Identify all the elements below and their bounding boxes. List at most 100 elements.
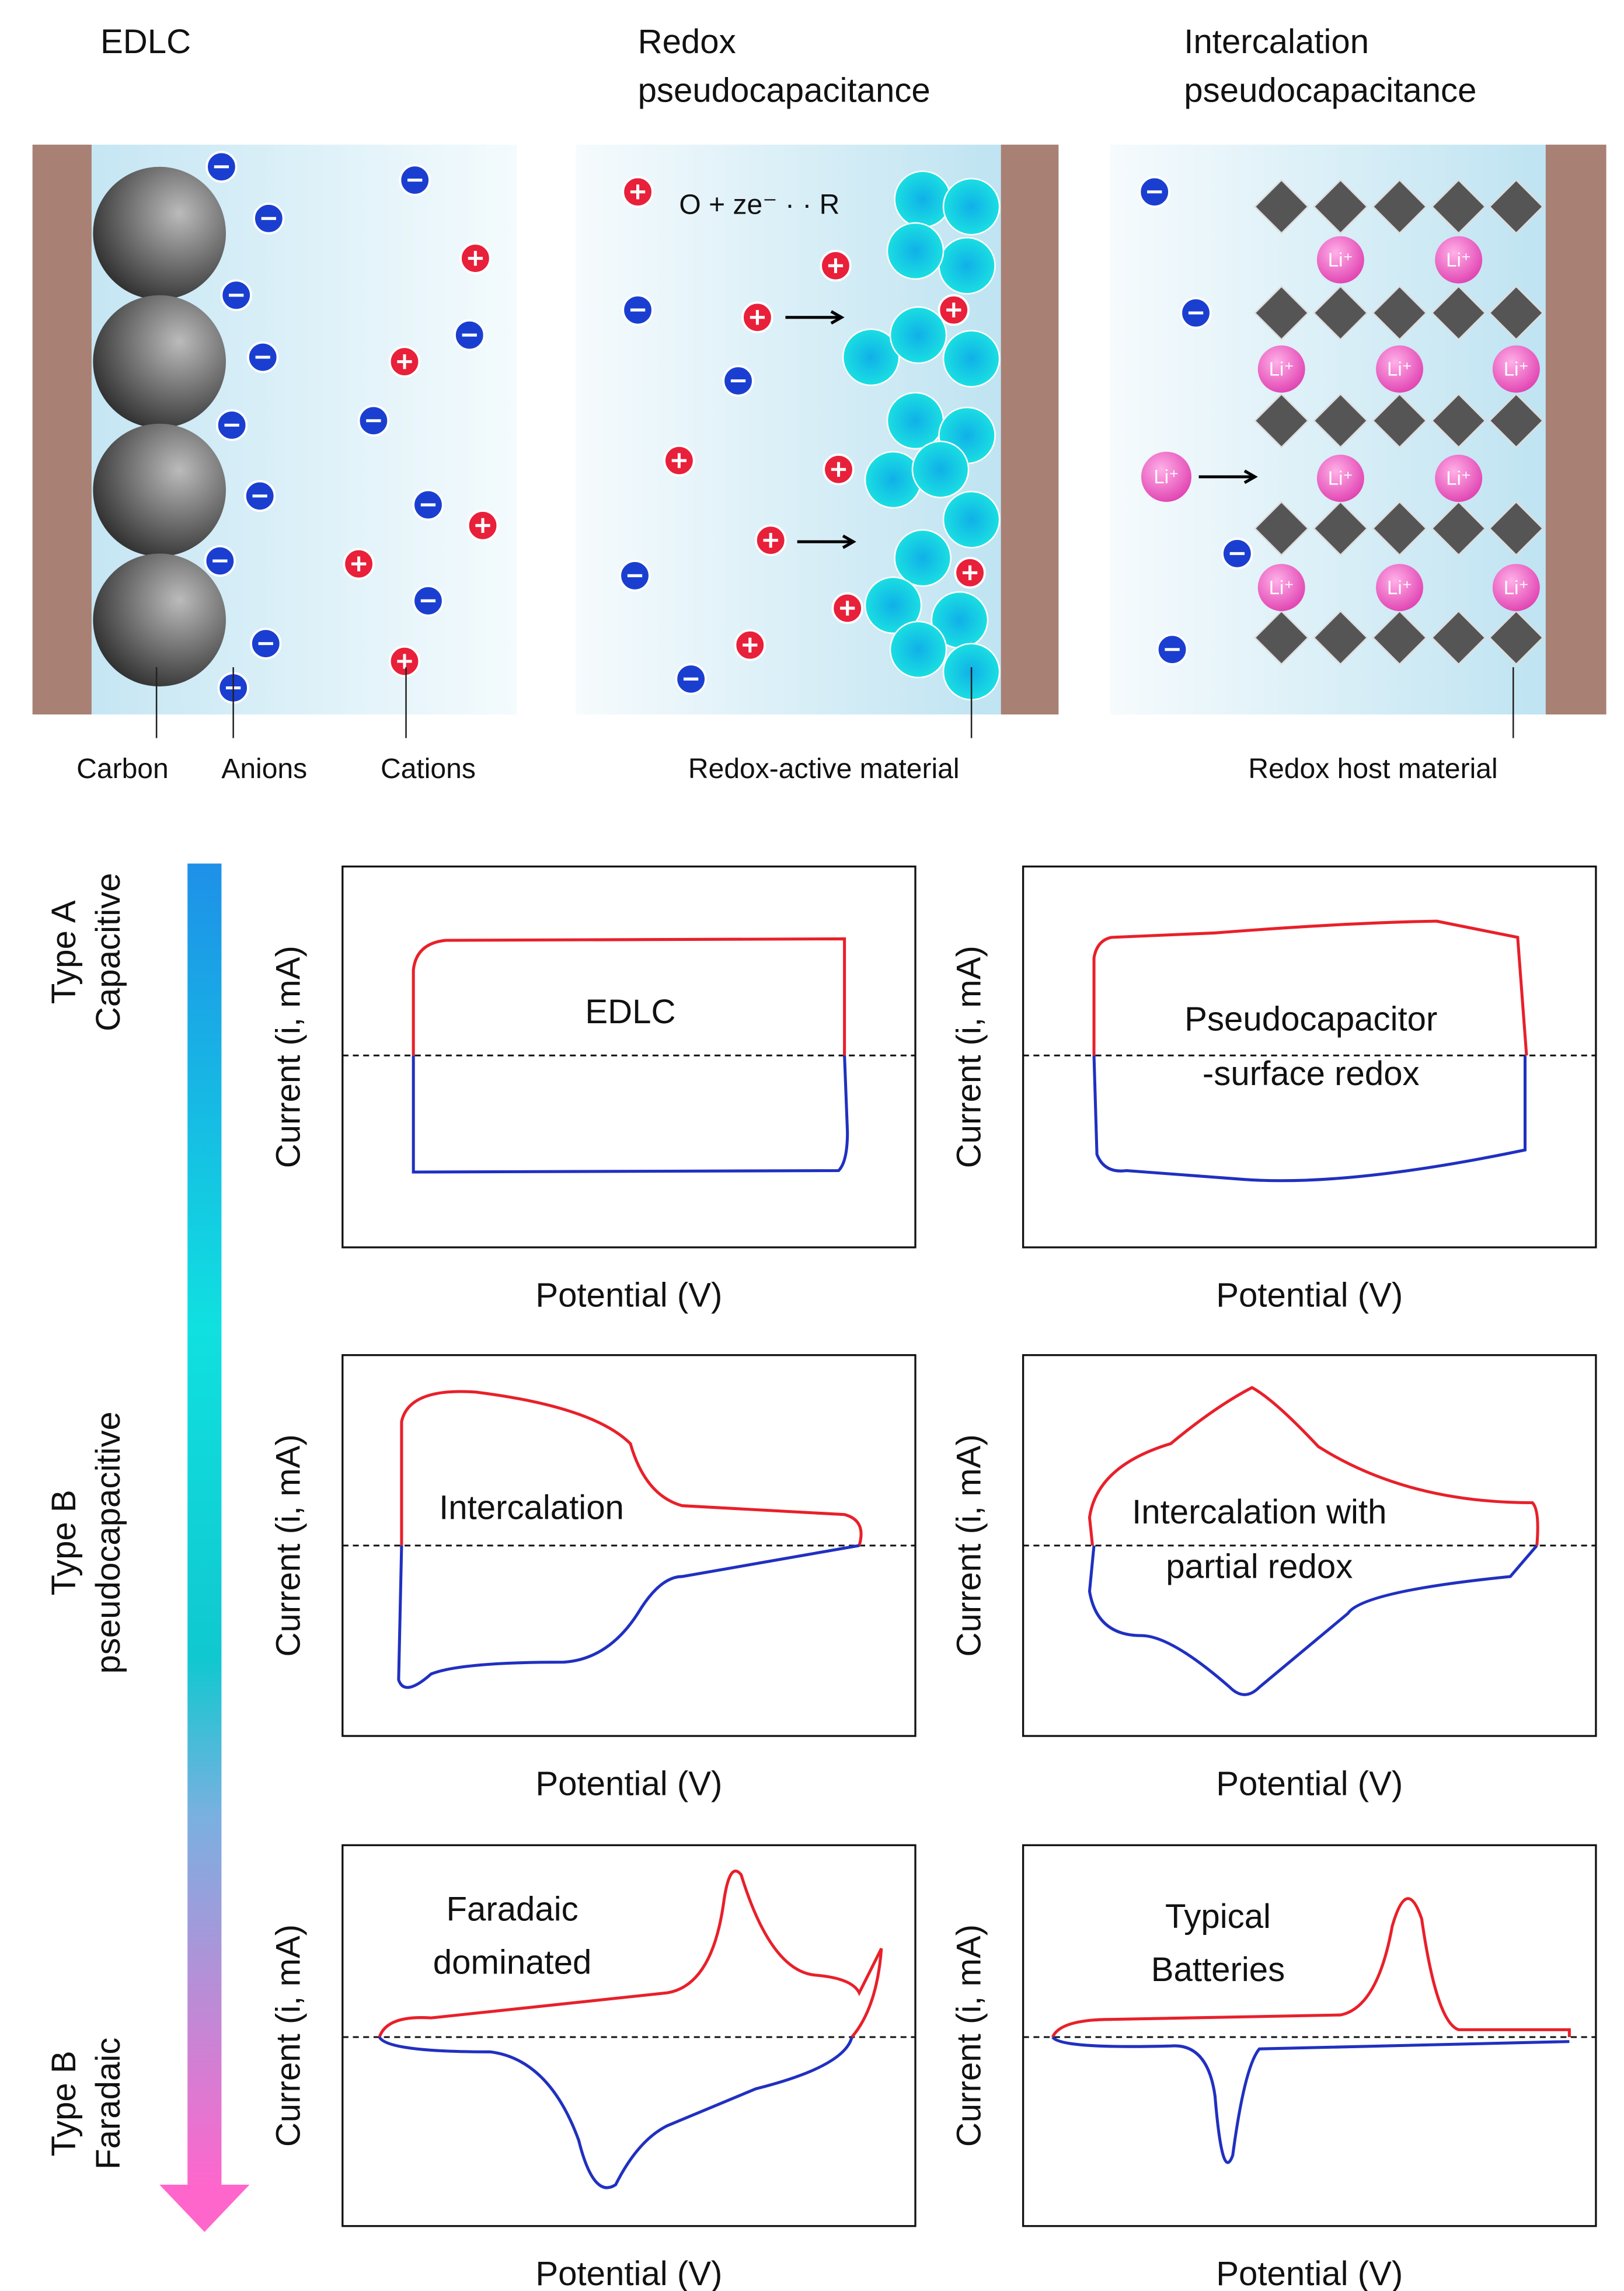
- cation-sign: [475, 518, 490, 533]
- cv-plot: EDLC Potential (V) Current (i, mA): [270, 865, 916, 1314]
- lithium-ion: [1316, 454, 1364, 502]
- lithium-label: Li⁺: [1446, 468, 1471, 489]
- plot-label: Faradaic: [446, 1890, 578, 1928]
- plot-label: Batteries: [1151, 1951, 1285, 1989]
- plot-frame: [1022, 865, 1597, 1249]
- host-lattice: [1431, 610, 1487, 665]
- redox-particle: [889, 620, 947, 679]
- cation-sign: [630, 184, 646, 200]
- lithium-ion: [1492, 564, 1540, 612]
- cv-anodic: [412, 937, 846, 1056]
- type-label: Type B: [45, 2051, 83, 2156]
- x-axis-label: Potential (V): [1216, 1276, 1403, 1314]
- host-lattice: [1253, 285, 1309, 341]
- lithium-label: Li⁺: [1446, 249, 1471, 270]
- lithium-label: Li⁺: [1328, 468, 1353, 489]
- lithium-ion: [1376, 564, 1424, 612]
- panel-title: Redox: [638, 23, 736, 61]
- panel-label: Carbon: [76, 754, 169, 784]
- lithium-ion: [1435, 454, 1483, 502]
- lithium-ion: [1376, 345, 1424, 393]
- plot-frame: [1022, 1354, 1597, 1737]
- type-label: Type A: [45, 900, 83, 1004]
- host-lattice: [1253, 501, 1309, 556]
- host-lattice: [1313, 393, 1368, 449]
- plot-label: EDLC: [585, 993, 675, 1031]
- cation-sign: [468, 250, 483, 266]
- redox-particle: [894, 170, 952, 228]
- cv-cathodic: [1051, 2036, 1570, 2164]
- host-lattice: [1489, 393, 1544, 449]
- redox-particle: [942, 177, 1001, 236]
- lithium-ion: [1435, 236, 1483, 284]
- lithium-label: Li⁺: [1504, 358, 1529, 379]
- electrode: [1001, 144, 1059, 715]
- plot-label: Intercalation: [439, 1489, 624, 1527]
- lithium-ion: [1316, 236, 1364, 284]
- lithium-ion: [1257, 564, 1305, 612]
- cv-anodic: [1088, 1386, 1539, 1546]
- lithium-label: Li⁺: [1328, 249, 1353, 270]
- host-lattice: [1431, 393, 1487, 449]
- cv-cathodic: [412, 1055, 849, 1174]
- plot-frame: [341, 1844, 916, 2227]
- y-axis-label: Current (i, mA): [270, 1434, 308, 1657]
- lithium-label: Li⁺: [1269, 577, 1294, 598]
- host-lattice: [1431, 501, 1487, 556]
- cation-sign: [828, 258, 844, 273]
- carbon-sphere: [93, 166, 226, 300]
- y-axis-label: Current (i, mA): [270, 1924, 308, 2147]
- motion-arrow: [797, 534, 856, 549]
- cation-sign: [743, 637, 758, 653]
- cation-sign: [763, 532, 778, 548]
- cv-plot: Faradaic dominated Potential (V) Current (i…: [270, 1844, 916, 2291]
- cv-cathodic: [1088, 1544, 1538, 1696]
- host-lattice: [1253, 179, 1309, 235]
- ions: Li⁺ Li⁺ Li⁺ Li⁺ Li⁺ Li⁺ Li⁺ Li⁺ Li⁺ Li⁺ Li⁺: [93, 151, 1544, 704]
- redox-particle: [842, 328, 900, 386]
- cv-plot: Pseudocapacitor -surface redox Potential (…: [950, 865, 1597, 1314]
- cation-sign: [750, 310, 765, 325]
- host-lattice: [1253, 393, 1309, 449]
- x-axis-label: Potential (V): [1216, 1765, 1403, 1802]
- cation-sign: [962, 565, 978, 580]
- lithium-ion: [1257, 345, 1305, 393]
- cv-plot: Typical Batteries Potential (V) Current (i,…: [950, 1844, 1597, 2291]
- host-lattice: [1313, 179, 1368, 235]
- host-lattice: [1372, 285, 1427, 341]
- redox-particle: [886, 222, 945, 280]
- plot-label: partial redox: [1166, 1548, 1353, 1586]
- plot-label: Pseudocapacitor: [1184, 1000, 1437, 1038]
- cation-sign: [397, 354, 412, 369]
- carbon-sphere: [93, 423, 226, 557]
- cv-plot: Intercalation with partial redox Potential…: [950, 1354, 1597, 1802]
- y-axis-label: Current (i, mA): [270, 946, 308, 1168]
- host-lattice: [1313, 285, 1368, 341]
- panel-label: Redox host material: [1248, 754, 1497, 784]
- redox-particle: [942, 330, 1001, 388]
- redox-particle: [864, 576, 922, 634]
- panel-title: EDLC: [100, 23, 191, 61]
- cv-cathodic: [1092, 1055, 1527, 1183]
- type-label: Capacitive: [89, 873, 127, 1031]
- motion-arrow: [1198, 469, 1258, 484]
- motion-arrow: [785, 310, 845, 325]
- x-axis-label: Potential (V): [535, 1276, 722, 1314]
- type-label: Faradaic: [89, 2038, 127, 2170]
- arrow-head: [159, 2184, 250, 2232]
- electrode: [1545, 144, 1606, 715]
- lithium-label: Li⁺: [1153, 466, 1179, 487]
- lithium-ion: [1141, 451, 1191, 502]
- redox-particle: [938, 236, 996, 295]
- plot-label: -surface redox: [1203, 1055, 1420, 1093]
- y-axis-label: Current (i, mA): [950, 946, 988, 1168]
- cv-anodic: [1051, 1897, 1571, 2038]
- plot-frame: [341, 865, 916, 1249]
- host-lattice: [1313, 501, 1368, 556]
- cation-sign: [671, 453, 687, 468]
- arrow-bar: [187, 863, 222, 2188]
- lithium-label: Li⁺: [1387, 577, 1412, 598]
- lithium-label: Li⁺: [1387, 358, 1412, 379]
